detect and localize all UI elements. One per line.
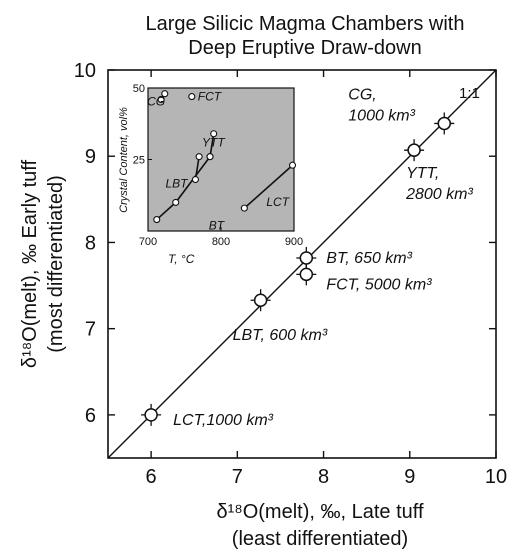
data-point	[299, 251, 314, 265]
data-point	[407, 143, 421, 157]
point-labels: LCT,1000 km³ LBT, 600 km³ FCT, 5000 km³ BT,…	[173, 86, 473, 428]
inset-series-label: YTT	[202, 136, 226, 150]
y-tick-label: 10	[74, 60, 96, 82]
point-label: LCT,1000 km³	[173, 412, 274, 429]
y-tick-label: 8	[85, 232, 96, 254]
inset-series-line	[209, 133, 215, 157]
inset-series-label: LBT	[165, 177, 189, 191]
x-tick-label: 7	[232, 466, 243, 488]
inset-series-label: FCT	[198, 90, 223, 104]
inset-plot-area	[147, 87, 295, 232]
x-axis-label: δ¹⁸O(melt), ‰, Late tuff (least differen…	[216, 501, 423, 550]
point-label: YTT,	[406, 165, 439, 182]
inset-point	[240, 204, 248, 212]
inset-point	[288, 161, 297, 169]
inset-y-tick-label: 25	[133, 155, 145, 167]
chart-title: Large Silicic Magma Chambers with Deep E…	[145, 13, 464, 59]
x-tick-label: 9	[404, 466, 415, 488]
inset-x-axis-label: T, °C	[168, 252, 195, 266]
x-axis-label-line-2: (least differentiated)	[232, 528, 408, 550]
inset-chart: 700 800 900 25 50 CG FCT YTT LBT BT LCT T, °C Cry…	[118, 83, 303, 266]
x-axis-ticks: 6 7 8 9 10	[146, 70, 507, 488]
x-tick-label: 10	[485, 466, 507, 488]
point-label: CG,	[348, 86, 376, 103]
data-point	[253, 293, 268, 307]
chart-title-line-2: Deep Eruptive Draw-down	[188, 37, 421, 59]
one-to-one-label: 1:1	[459, 85, 480, 102]
x-tick-label: 8	[318, 466, 329, 488]
inset-x-tick-label: 800	[212, 236, 230, 248]
inset-point	[161, 90, 169, 98]
inset-y-axis-label: Crystal Content, vol%	[118, 107, 130, 213]
inset-series-line	[243, 164, 294, 209]
data-point	[299, 267, 314, 282]
inset-point	[210, 130, 218, 138]
inset-y-tick-label: 50	[133, 83, 145, 95]
x-tick-label: 6	[146, 466, 157, 488]
inset-series-label: LCT	[266, 195, 290, 209]
y-tick-label: 7	[85, 319, 96, 341]
inset-x-tick-label: 900	[285, 236, 303, 248]
x-axis-label-line-1: δ¹⁸O(melt), ‰, Late tuff	[216, 501, 423, 523]
point-label: BT, 650 km³	[326, 250, 412, 267]
inset-point	[153, 216, 161, 224]
y-tick-label: 6	[85, 405, 96, 427]
inset-data-points	[153, 90, 297, 224]
data-point	[437, 116, 452, 131]
inset-series-label: CG	[147, 94, 165, 108]
inset-series-label: BT	[209, 219, 226, 233]
point-label: 1000 km³	[348, 107, 415, 124]
one-to-one-line	[107, 69, 497, 459]
y-tick-label: 9	[85, 146, 96, 168]
plot-frame	[107, 69, 497, 459]
chart-title-line-1: Large Silicic Magma Chambers with	[145, 13, 464, 35]
y-axis-ticks: 6 7 8 9 10	[74, 60, 496, 427]
inset-point	[172, 198, 180, 206]
inset-x-tick-label: 700	[139, 236, 157, 248]
y-axis-label-line-1: δ¹⁸O(melt), ‰ Early tuff	[19, 160, 41, 369]
inset-point	[191, 175, 199, 184]
y-axis-label: δ¹⁸O(melt), ‰ Early tuff (most different…	[19, 160, 67, 369]
point-label: 2800 km³	[405, 186, 473, 203]
inset-point	[206, 153, 214, 161]
inset-point	[157, 95, 165, 103]
point-label: LBT, 600 km³	[233, 327, 328, 344]
inset-point	[195, 153, 203, 161]
inset-series-labels: CG FCT YTT LBT BT LCT	[147, 90, 291, 233]
inset-axis-ticks: 700 800 900 25 50	[133, 83, 303, 248]
point-label: FCT, 5000 km³	[326, 276, 432, 293]
data-point	[144, 408, 158, 422]
data-points	[141, 112, 455, 426]
y-axis-label-line-2: (most differentiated)	[45, 175, 67, 353]
inset-point	[188, 93, 196, 101]
